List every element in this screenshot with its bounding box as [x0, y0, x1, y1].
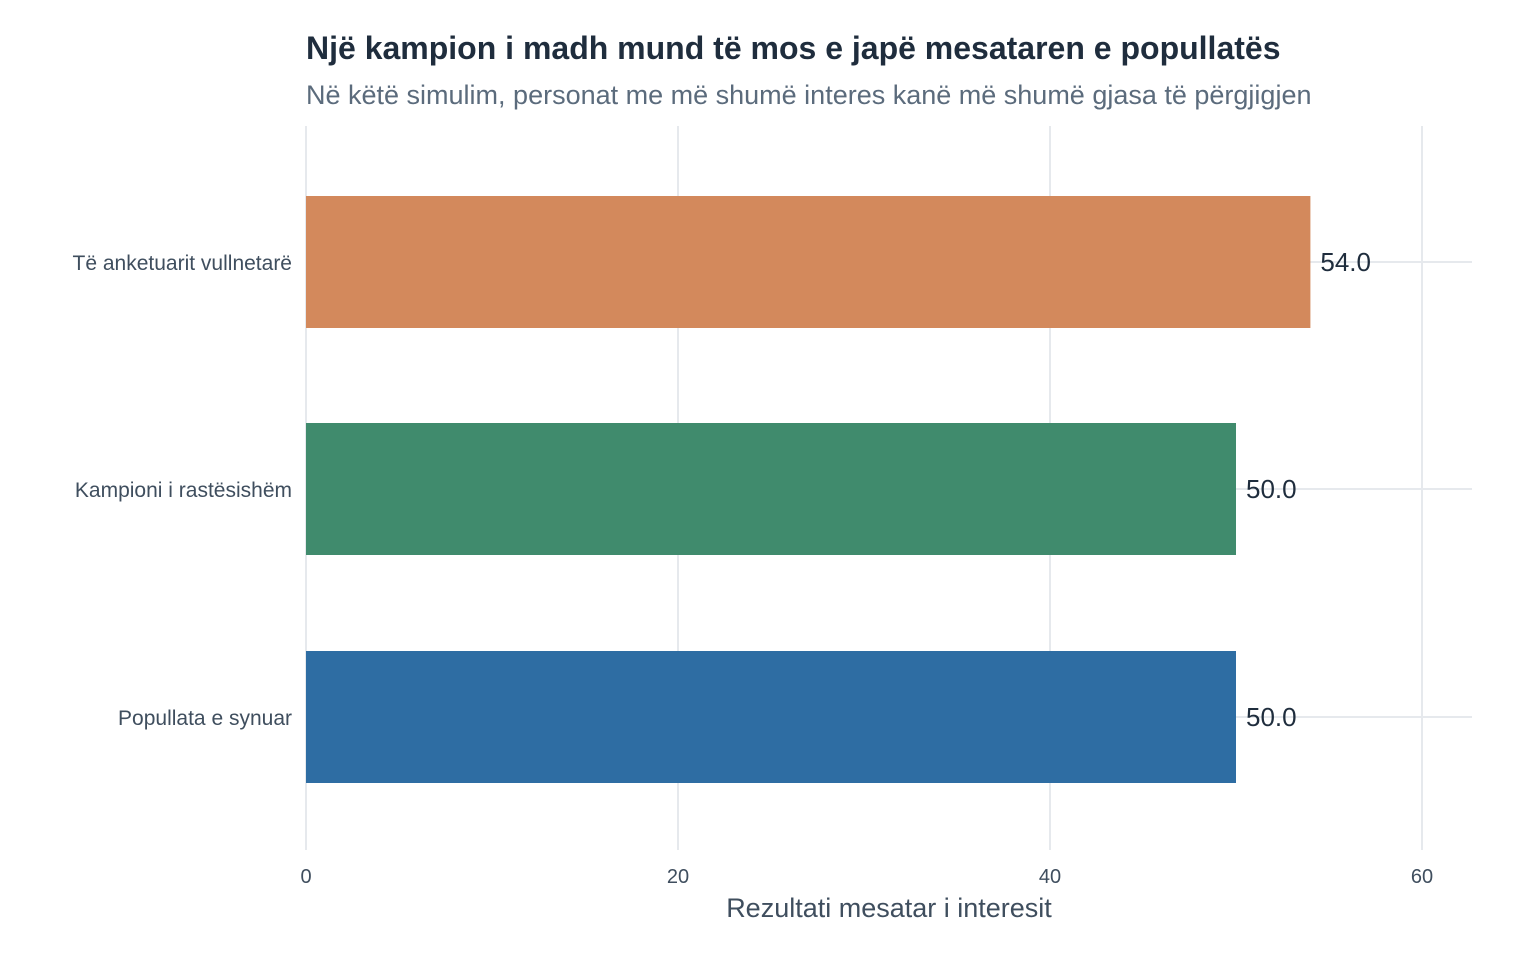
- chart-subtitle: Në këtë simulim, personat me më shumë in…: [306, 80, 1312, 110]
- labels: 54.0 Të anketuarit vullnetarë 50.0 Kampioni…: [73, 247, 1434, 888]
- x-tick-label: 0: [300, 866, 311, 888]
- chart-title: Një kampion i madh mund të mos e japë me…: [306, 30, 1281, 66]
- value-label: 50.0: [1246, 702, 1297, 732]
- x-tick-label: 40: [1039, 866, 1061, 888]
- bars: [306, 196, 1311, 783]
- category-label: Kampioni i rastësishëm: [75, 479, 292, 502]
- bar: [306, 196, 1311, 328]
- value-label: 50.0: [1246, 474, 1297, 504]
- category-label: Të anketuarit vullnetarë: [73, 252, 292, 275]
- bar: [306, 423, 1236, 555]
- value-label: 54.0: [1320, 247, 1371, 277]
- bar: [306, 651, 1236, 783]
- x-tick-label: 60: [1411, 866, 1433, 888]
- x-axis-title: Rezultati mesatar i interesit: [726, 893, 1052, 923]
- x-tick-label: 20: [667, 866, 689, 888]
- category-label: Popullata e synuar: [118, 707, 292, 730]
